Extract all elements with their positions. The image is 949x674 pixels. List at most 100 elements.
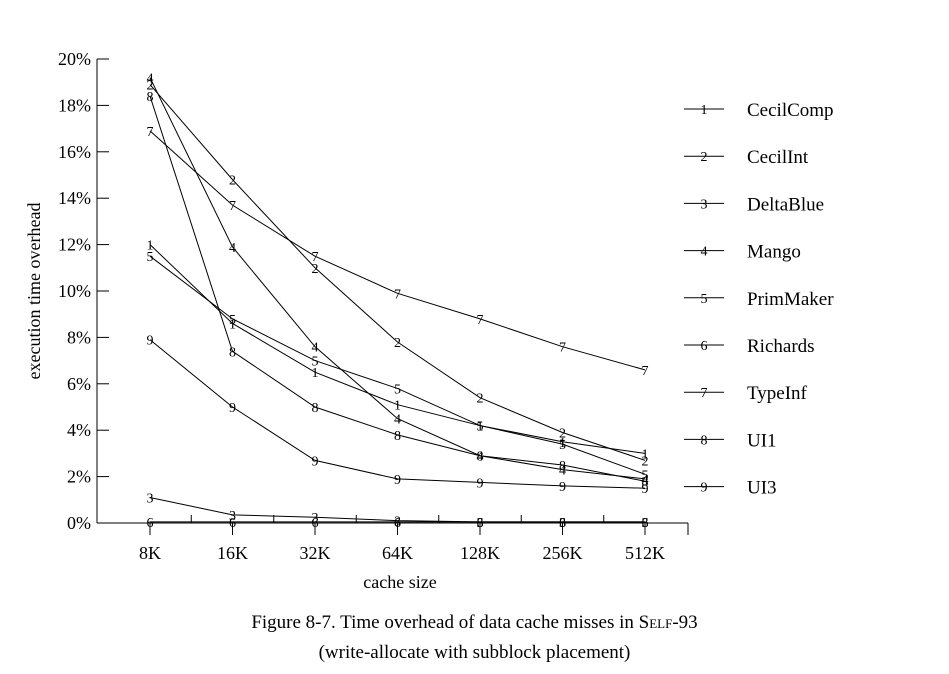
data-point-marker: 8 (394, 429, 401, 444)
legend-marker: 1 (701, 103, 708, 118)
legend-label: CecilInt (747, 147, 809, 168)
legend-label: Richards (747, 336, 815, 357)
data-point-marker: 3 (394, 515, 401, 530)
y-tick-label: 0% (67, 513, 91, 533)
data-point-marker: 1 (147, 239, 154, 254)
y-tick-label: 18% (58, 95, 91, 115)
data-point-marker: 8 (312, 401, 319, 416)
x-tick-label: 16K (217, 543, 248, 563)
legend-marker: 8 (701, 433, 708, 448)
data-point-marker: 9 (312, 454, 319, 469)
series-lines (149, 77, 646, 523)
data-point-marker: 9 (559, 480, 566, 495)
legend-label: Mango (747, 242, 801, 263)
data-point-marker: 6 (477, 516, 484, 531)
series-line-UI1 (149, 95, 646, 482)
y-tick-label: 20% (58, 49, 91, 69)
y-tick-label: 12% (58, 235, 91, 255)
data-point-marker: 6 (147, 516, 154, 531)
data-point-marker: 5 (147, 250, 154, 265)
data-point-marker: 4 (559, 464, 566, 479)
legend-label: PrimMaker (747, 289, 834, 310)
data-point-marker: 3 (477, 516, 484, 531)
series-line-UI3 (149, 339, 646, 489)
y-axis-title: execution time overhead (24, 203, 44, 380)
x-tick-label: 128K (460, 543, 500, 563)
data-point-marker: 5 (477, 420, 484, 435)
data-point-marker: 1 (229, 317, 236, 332)
data-point-marker: 5 (229, 313, 236, 328)
x-tick-label: 256K (543, 543, 583, 563)
data-point-marker: 3 (147, 491, 154, 506)
legend-label: DeltaBlue (747, 194, 824, 215)
legend-marker: 4 (701, 245, 708, 260)
data-point-marker: 2 (642, 454, 649, 469)
data-point-marker: 6 (394, 516, 401, 531)
series-line-CecilInt (149, 84, 646, 461)
caption-smallcaps: elf (649, 612, 673, 633)
series-line-CecilComp (149, 244, 646, 454)
legend-marker: 7 (701, 386, 708, 401)
legend-marker: 9 (701, 481, 708, 496)
y-tick-label: 6% (67, 374, 91, 394)
x-axis-title: cache size (363, 572, 436, 592)
y-tick-label: 14% (58, 188, 91, 208)
data-point-marker: 3 (559, 516, 566, 531)
data-point-marker: 4 (147, 72, 154, 87)
data-point-marker: 8 (642, 475, 649, 490)
data-point-marker: 4 (229, 241, 236, 256)
legend-marker: 6 (701, 339, 708, 354)
x-tick-label: 8K (139, 543, 161, 563)
data-point-marker: 1 (394, 399, 401, 414)
data-point-marker: 7 (147, 125, 154, 140)
data-point-marker: 8 (147, 90, 154, 105)
series-line-PrimMaker (149, 255, 646, 475)
series-line-TypeInf (149, 130, 646, 371)
data-point-marker: 5 (559, 438, 566, 453)
data-point-marker: 2 (477, 392, 484, 407)
data-point-marker: 7 (312, 250, 319, 265)
figure-caption-line-2: (write-allocate with subblock placement) (318, 642, 631, 663)
data-point-marker: 5 (394, 382, 401, 397)
legend-label: UI1 (747, 430, 777, 451)
data-point-marker: 8 (229, 345, 236, 360)
legend: 1 CecilComp 2 CecilInt 3 DeltaBlue 4 Mango 5 Prim… (684, 100, 834, 499)
data-point-marker: 6 (559, 516, 566, 531)
data-point-marker: 4 (394, 413, 401, 428)
data-point-marker: 2 (147, 79, 154, 94)
data-point-marker: 2 (312, 262, 319, 277)
figure-caption-line-1: Figure 8-7. Time overhead of data cache … (0, 612, 949, 634)
data-point-marker: 4 (477, 450, 484, 465)
data-point-marker: 1 (559, 436, 566, 451)
data-point-marker: 7 (229, 199, 236, 214)
legend-marker: 5 (701, 292, 708, 307)
data-point-marker: 6 (642, 516, 649, 531)
data-point-marker: 7 (394, 287, 401, 302)
series-line-Mango (149, 77, 646, 480)
y-tick-label: 8% (67, 327, 91, 347)
legend-label: CecilComp (747, 100, 834, 121)
data-point-marker: 1 (312, 366, 319, 381)
data-point-marker: 3 (642, 516, 649, 531)
x-tick-label: 512K (625, 543, 665, 563)
data-point-marker: 2 (229, 174, 236, 189)
data-point-marker: 2 (559, 427, 566, 442)
y-tick-label: 4% (67, 420, 91, 440)
data-point-marker: 9 (147, 334, 154, 349)
data-point-marker: 8 (477, 450, 484, 465)
data-point-marker: 7 (642, 364, 649, 379)
y-tick-label: 16% (58, 142, 91, 162)
x-tick-label: 64K (382, 543, 413, 563)
caption-prefix: Figure 8-7. Time overhead of data cache … (251, 612, 650, 633)
data-point-marker: 4 (312, 341, 319, 356)
data-point-marker: 6 (312, 516, 319, 531)
data-point-marker: 9 (394, 473, 401, 488)
legend-marker: 3 (701, 197, 708, 212)
legend-marker: 2 (701, 150, 708, 165)
data-point-marker: 9 (642, 482, 649, 497)
line-chart: 0% 2% 4% 6% 8% 10% 12% 14% 16% 18% 20% 8K 16K 32K 64K 1… (24, 49, 834, 592)
data-point-marker: 1 (642, 447, 649, 462)
data-point-marker: 5 (312, 355, 319, 370)
data-point-marker: 7 (477, 313, 484, 328)
data-point-marker: 3 (312, 511, 319, 526)
